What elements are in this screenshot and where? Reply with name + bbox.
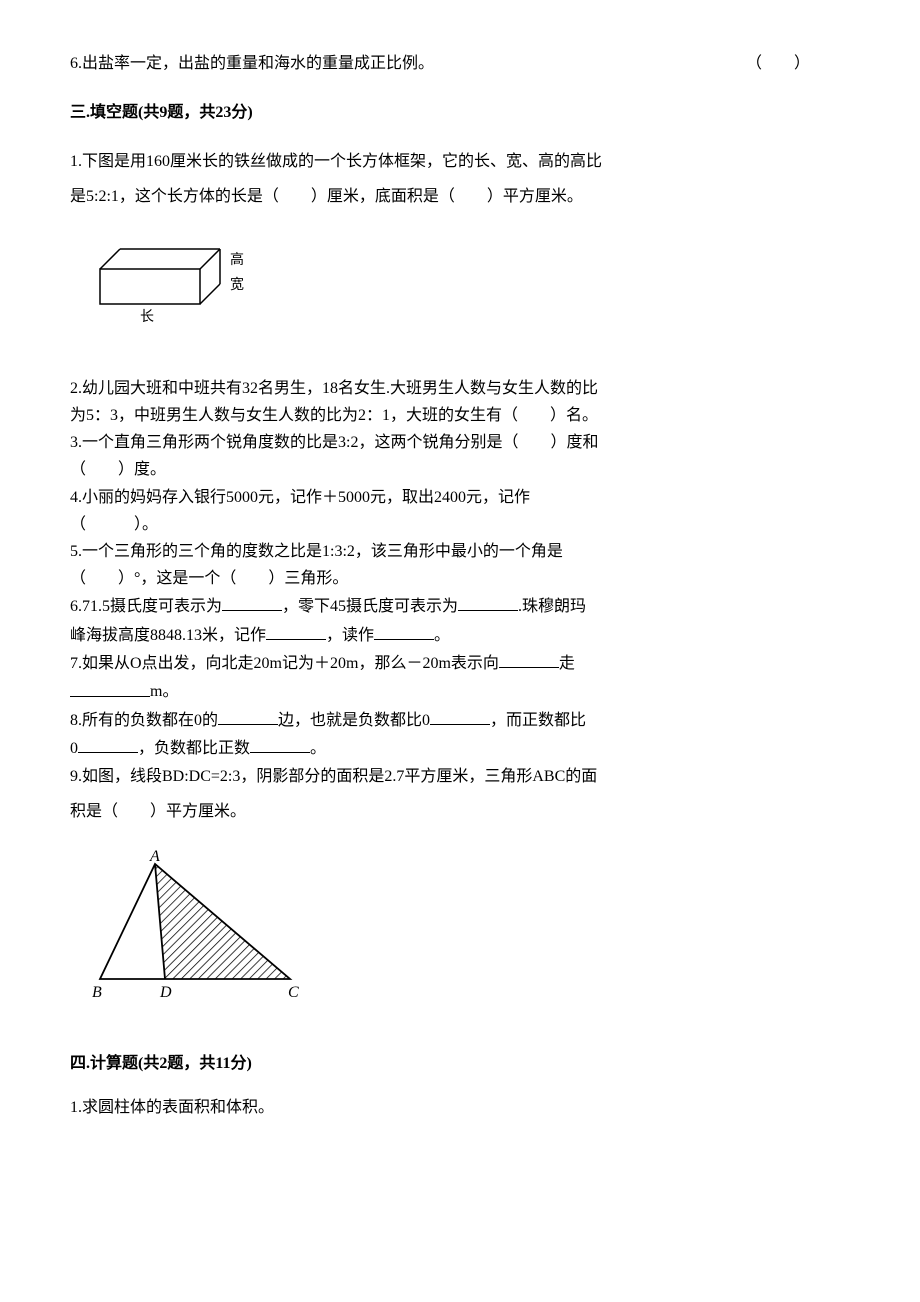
fill-q8b: 0 ，负数都比正数 。 — [70, 734, 850, 762]
section2-q6: 6.出盐率一定，出盐的重量和海水的重量成正比例。 （ ） — [70, 50, 850, 79]
q7-p1: 7.如果从O点出发，向北走20m记为＋20m，那么－20m表示向 — [70, 655, 499, 672]
cuboid-diagram: 高 宽 长 — [90, 234, 850, 335]
blank — [250, 734, 310, 753]
fill-q5-line2: （ ）°，这是一个（ ）三角形。 — [70, 565, 850, 592]
fill-q1: 1.下图是用160厘米长的铁丝做成的一个长方体框架，它的长、宽、高的高比 是5:… — [70, 144, 850, 214]
q6-text: 6.出盐率一定，出盐的重量和海水的重量成正比例。 — [70, 55, 434, 72]
blank — [266, 621, 326, 640]
q8-p2: 边，也就是负数都比0 — [278, 712, 430, 729]
triangle-svg: A B D C — [90, 849, 320, 1009]
q8-p3: ，而正数都比 — [490, 712, 586, 729]
q6-p6: 。 — [434, 627, 450, 644]
q6-p3: .珠穆朗玛 — [518, 598, 586, 615]
fill-list: 2.幼儿园大班和中班共有32名男生，18名女生.大班男生人数与女生人数的比 为5… — [70, 375, 850, 829]
fill-q7: 7.如果从O点出发，向北走20m记为＋20m，那么－20m表示向 走 — [70, 649, 850, 677]
fill-q9-line2: 积是（ ）平方厘米。 — [70, 794, 850, 829]
q6-p2: ，零下45摄氏度可表示为 — [282, 598, 458, 615]
triangle-label-A: A — [149, 849, 160, 865]
fill-q2-line1: 2.幼儿园大班和中班共有32名男生，18名女生.大班男生人数与女生人数的比 — [70, 375, 850, 402]
fill-q5-line1: 5.一个三角形的三个角的度数之比是1:3:2，该三角形中最小的一个角是 — [70, 538, 850, 565]
fill-q4-line2: （ ）。 — [70, 511, 850, 538]
blank — [374, 621, 434, 640]
fill-q2-line2: 为5：3，中班男生人数与女生人数的比为2：1，大班的女生有（ ）名。 — [70, 402, 850, 429]
blank — [70, 677, 150, 696]
cuboid-length-label: 长 — [140, 309, 154, 324]
triangle-diagram: A B D C — [90, 849, 850, 1020]
q8-p5: ，负数都比正数 — [138, 740, 250, 757]
blank — [222, 592, 282, 611]
q6-paren: （ ） — [746, 50, 810, 79]
q6-p4: 峰海拔高度8848.13米，记作 — [70, 627, 266, 644]
triangle-label-B: B — [92, 984, 102, 1001]
blank — [78, 734, 138, 753]
fill-q8: 8.所有的负数都在0的 边，也就是负数都比0 ，而正数都比 — [70, 706, 850, 734]
fill-q7b: m。 — [70, 677, 850, 705]
blank — [430, 706, 490, 725]
fill-q9-line1: 9.如图，线段BD:DC=2:3，阴影部分的面积是2.7平方厘米，三角形ABC的… — [70, 763, 850, 790]
triangle-label-D: D — [159, 984, 172, 1001]
fill-q6b: 峰海拔高度8848.13米，记作 ，读作 。 — [70, 621, 850, 649]
q8-p4: 0 — [70, 740, 78, 757]
triangle-label-C: C — [288, 984, 299, 1001]
cuboid-svg: 高 宽 长 — [90, 234, 260, 324]
fill-q4-line1: 4.小丽的妈妈存入银行5000元，记作＋5000元，取出2400元，记作 — [70, 484, 850, 511]
q8-p6: 。 — [310, 740, 326, 757]
blank — [458, 592, 518, 611]
fill-q6: 6.71.5摄氏度可表示为 ，零下45摄氏度可表示为 .珠穆朗玛 — [70, 592, 850, 620]
blank — [218, 706, 278, 725]
q8-p1: 8.所有的负数都在0的 — [70, 712, 218, 729]
fill-q1-line1: 1.下图是用160厘米长的铁丝做成的一个长方体框架，它的长、宽、高的高比 — [70, 144, 850, 179]
fill-q1-line2: 是5:2:1，这个长方体的长是（ ）厘米，底面积是（ ）平方厘米。 — [70, 179, 850, 214]
cuboid-width-label: 宽 — [230, 276, 244, 293]
calc-q1: 1.求圆柱体的表面积和体积。 — [70, 1094, 850, 1123]
section4-heading: 四.计算题(共2题，共11分) — [70, 1050, 850, 1079]
fill-q3-line2: （ ）度。 — [70, 456, 850, 483]
section3-heading: 三.填空题(共9题，共23分) — [70, 99, 850, 128]
q7-p2: 走 — [559, 655, 575, 672]
q7-p3: m。 — [150, 684, 178, 701]
q6-p1: 6.71.5摄氏度可表示为 — [70, 598, 222, 615]
cuboid-height-label: 高 — [230, 251, 244, 268]
q6-p5: ，读作 — [326, 627, 374, 644]
blank — [499, 649, 559, 668]
fill-q3-line1: 3.一个直角三角形两个锐角度数的比是3:2，这两个锐角分别是（ ）度和 — [70, 429, 850, 456]
